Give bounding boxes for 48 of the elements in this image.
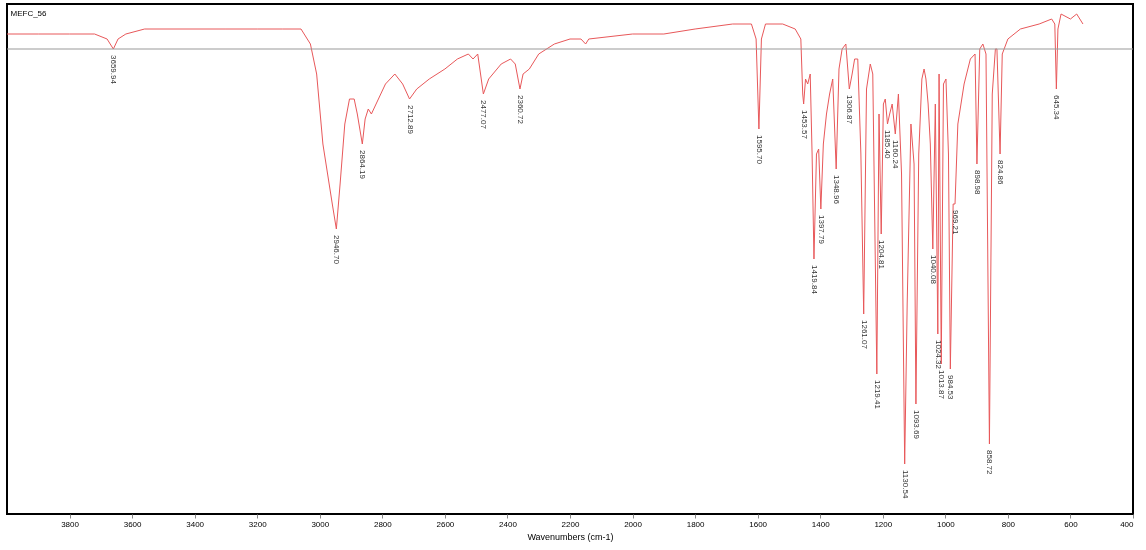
annotation: 1219.41: [872, 380, 882, 410]
x-tick-label: 600: [1064, 519, 1079, 529]
x-tick-label: 2200: [561, 519, 580, 529]
annotation: 858.72: [985, 450, 995, 476]
x-tick-label: 3600: [123, 519, 143, 529]
x-tick-label: 3400: [186, 519, 205, 529]
x-tick-label: 1200: [874, 519, 893, 529]
x-tick-label: 2000: [624, 519, 643, 529]
x-tick-label: 3200: [248, 519, 268, 529]
annotation: 2712.89: [405, 105, 415, 135]
x-tick-label: 2800: [373, 519, 393, 529]
x-axis-title: Wavenumbers (cm-1): [527, 531, 614, 542]
annotation: 1160.24: [891, 140, 901, 169]
annotation: 1348.96: [832, 175, 842, 205]
annotation: 2360.72: [515, 95, 525, 125]
x-tick-label: 1400: [811, 519, 831, 529]
annotation: 1040.08: [928, 255, 938, 285]
x-tick-label: 2600: [436, 519, 455, 529]
annotation: 1093.69: [911, 410, 921, 440]
annotation: 645.34: [1052, 95, 1062, 121]
x-tick-label: 1800: [686, 519, 706, 529]
annotation: 2946.70: [332, 235, 342, 265]
annotation: 969.21: [951, 210, 961, 236]
annotation: 1013.87: [937, 370, 947, 400]
annotation: 824.86: [996, 160, 1006, 186]
x-tick-label: 3800: [61, 519, 80, 529]
annotation: 3659.94: [109, 55, 119, 85]
x-tick-label: 1000: [936, 519, 956, 529]
annotation: 1261.07: [859, 320, 869, 350]
x-tick-label: 1600: [749, 519, 768, 529]
annotation: 1130.54: [900, 470, 910, 499]
x-tick-label: 3000: [311, 519, 330, 529]
x-tick-label: 2400: [499, 519, 518, 529]
annotation: 1419.84: [809, 265, 819, 295]
annotation: 1185.40: [883, 130, 893, 159]
annotation: 1595.70: [754, 135, 764, 165]
annotation: 2477.07: [479, 100, 489, 130]
annotation: 2864.19: [358, 150, 368, 180]
annotation: 1453.57: [799, 110, 809, 140]
x-tick-label: 400: [1120, 519, 1135, 529]
annotation: 1397.79: [816, 215, 826, 245]
annotation: 984.53: [946, 375, 956, 401]
annotation: 1024.32: [933, 340, 943, 370]
chart-title: MEFC_56: [10, 9, 48, 18]
annotation: 898.98: [972, 170, 982, 196]
x-tick-label: 800: [1001, 519, 1016, 529]
annotation: 1204.81: [877, 240, 887, 270]
annotation: 1306.87: [845, 95, 855, 125]
